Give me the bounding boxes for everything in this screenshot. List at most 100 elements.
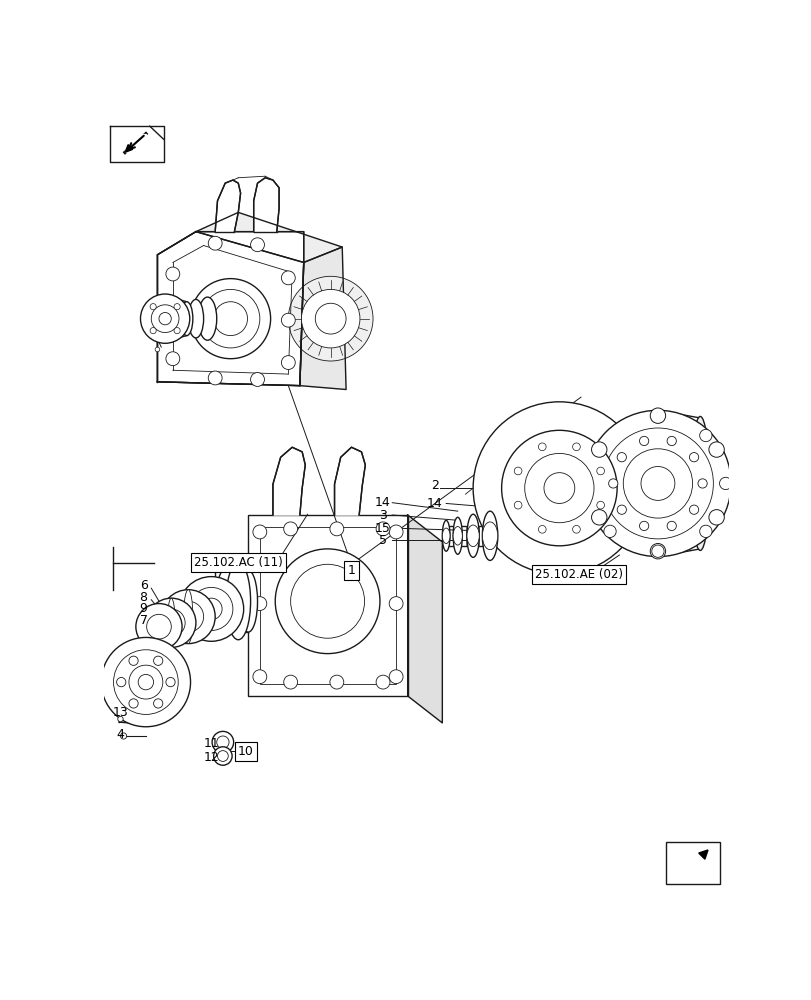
Circle shape bbox=[623, 449, 692, 518]
Circle shape bbox=[153, 656, 163, 665]
Circle shape bbox=[290, 564, 364, 638]
Ellipse shape bbox=[198, 297, 217, 340]
Circle shape bbox=[572, 443, 580, 451]
Polygon shape bbox=[125, 145, 133, 152]
Circle shape bbox=[697, 479, 706, 488]
Polygon shape bbox=[253, 178, 279, 232]
Ellipse shape bbox=[216, 567, 237, 635]
Circle shape bbox=[213, 302, 247, 336]
Circle shape bbox=[252, 597, 267, 610]
Circle shape bbox=[572, 525, 580, 533]
Circle shape bbox=[217, 736, 229, 748]
Circle shape bbox=[584, 410, 730, 557]
Text: 2: 2 bbox=[430, 479, 438, 492]
Circle shape bbox=[217, 751, 228, 761]
Circle shape bbox=[190, 587, 233, 631]
Circle shape bbox=[524, 453, 594, 523]
Circle shape bbox=[140, 294, 190, 343]
Text: 9: 9 bbox=[139, 602, 148, 615]
Circle shape bbox=[650, 544, 665, 559]
Ellipse shape bbox=[183, 590, 193, 644]
Circle shape bbox=[178, 577, 243, 641]
Circle shape bbox=[473, 402, 645, 574]
Circle shape bbox=[117, 677, 126, 687]
Ellipse shape bbox=[466, 514, 478, 557]
Polygon shape bbox=[334, 447, 365, 515]
Circle shape bbox=[165, 309, 179, 323]
Circle shape bbox=[513, 501, 521, 509]
Circle shape bbox=[640, 466, 674, 500]
Ellipse shape bbox=[225, 563, 251, 640]
Circle shape bbox=[153, 699, 163, 708]
Text: 4: 4 bbox=[117, 728, 124, 741]
Ellipse shape bbox=[482, 522, 497, 550]
Circle shape bbox=[281, 271, 295, 285]
Circle shape bbox=[159, 312, 171, 325]
Circle shape bbox=[281, 313, 295, 327]
Text: 12: 12 bbox=[204, 751, 219, 764]
Text: 8: 8 bbox=[139, 591, 148, 604]
Circle shape bbox=[120, 733, 127, 739]
Text: 7: 7 bbox=[139, 614, 148, 627]
Ellipse shape bbox=[442, 520, 449, 551]
Text: 6: 6 bbox=[139, 579, 148, 592]
Ellipse shape bbox=[180, 302, 192, 336]
Circle shape bbox=[101, 637, 191, 727]
Circle shape bbox=[689, 453, 697, 462]
Circle shape bbox=[329, 675, 343, 689]
Circle shape bbox=[288, 276, 372, 361]
Circle shape bbox=[150, 304, 156, 310]
Circle shape bbox=[129, 665, 163, 699]
Ellipse shape bbox=[442, 528, 449, 544]
Circle shape bbox=[208, 371, 222, 385]
Ellipse shape bbox=[188, 299, 204, 338]
Circle shape bbox=[135, 604, 182, 650]
Circle shape bbox=[596, 501, 603, 509]
Polygon shape bbox=[272, 447, 305, 515]
Circle shape bbox=[650, 408, 665, 423]
Circle shape bbox=[252, 525, 267, 539]
Circle shape bbox=[538, 443, 546, 451]
Circle shape bbox=[147, 598, 195, 647]
Polygon shape bbox=[299, 247, 345, 389]
Circle shape bbox=[213, 747, 232, 765]
Circle shape bbox=[602, 428, 713, 539]
Circle shape bbox=[689, 505, 697, 514]
Circle shape bbox=[388, 670, 402, 684]
Circle shape bbox=[667, 436, 676, 446]
Circle shape bbox=[147, 614, 171, 639]
Circle shape bbox=[129, 699, 138, 708]
Text: 1: 1 bbox=[347, 564, 355, 577]
Circle shape bbox=[501, 430, 616, 546]
Circle shape bbox=[375, 522, 389, 536]
Circle shape bbox=[301, 289, 359, 348]
Text: 5: 5 bbox=[379, 534, 387, 547]
Text: 13: 13 bbox=[113, 706, 128, 719]
Circle shape bbox=[157, 609, 185, 637]
Circle shape bbox=[283, 675, 297, 689]
Polygon shape bbox=[125, 134, 146, 152]
Circle shape bbox=[201, 289, 260, 348]
Circle shape bbox=[275, 549, 380, 654]
Polygon shape bbox=[407, 515, 442, 723]
Circle shape bbox=[603, 525, 616, 538]
Polygon shape bbox=[195, 212, 341, 262]
Circle shape bbox=[591, 510, 606, 525]
Text: 10: 10 bbox=[238, 745, 254, 758]
Text: 14: 14 bbox=[427, 497, 442, 510]
Circle shape bbox=[118, 716, 123, 722]
Circle shape bbox=[212, 731, 234, 753]
Circle shape bbox=[191, 279, 270, 359]
Ellipse shape bbox=[453, 527, 461, 545]
Circle shape bbox=[150, 328, 156, 334]
Circle shape bbox=[252, 670, 267, 684]
Circle shape bbox=[591, 442, 606, 457]
Polygon shape bbox=[157, 232, 303, 386]
Ellipse shape bbox=[690, 416, 709, 550]
Circle shape bbox=[200, 598, 222, 620]
Bar bbox=[665, 842, 719, 884]
Circle shape bbox=[129, 656, 138, 665]
Circle shape bbox=[165, 352, 179, 366]
Circle shape bbox=[251, 238, 264, 252]
Ellipse shape bbox=[466, 525, 478, 547]
